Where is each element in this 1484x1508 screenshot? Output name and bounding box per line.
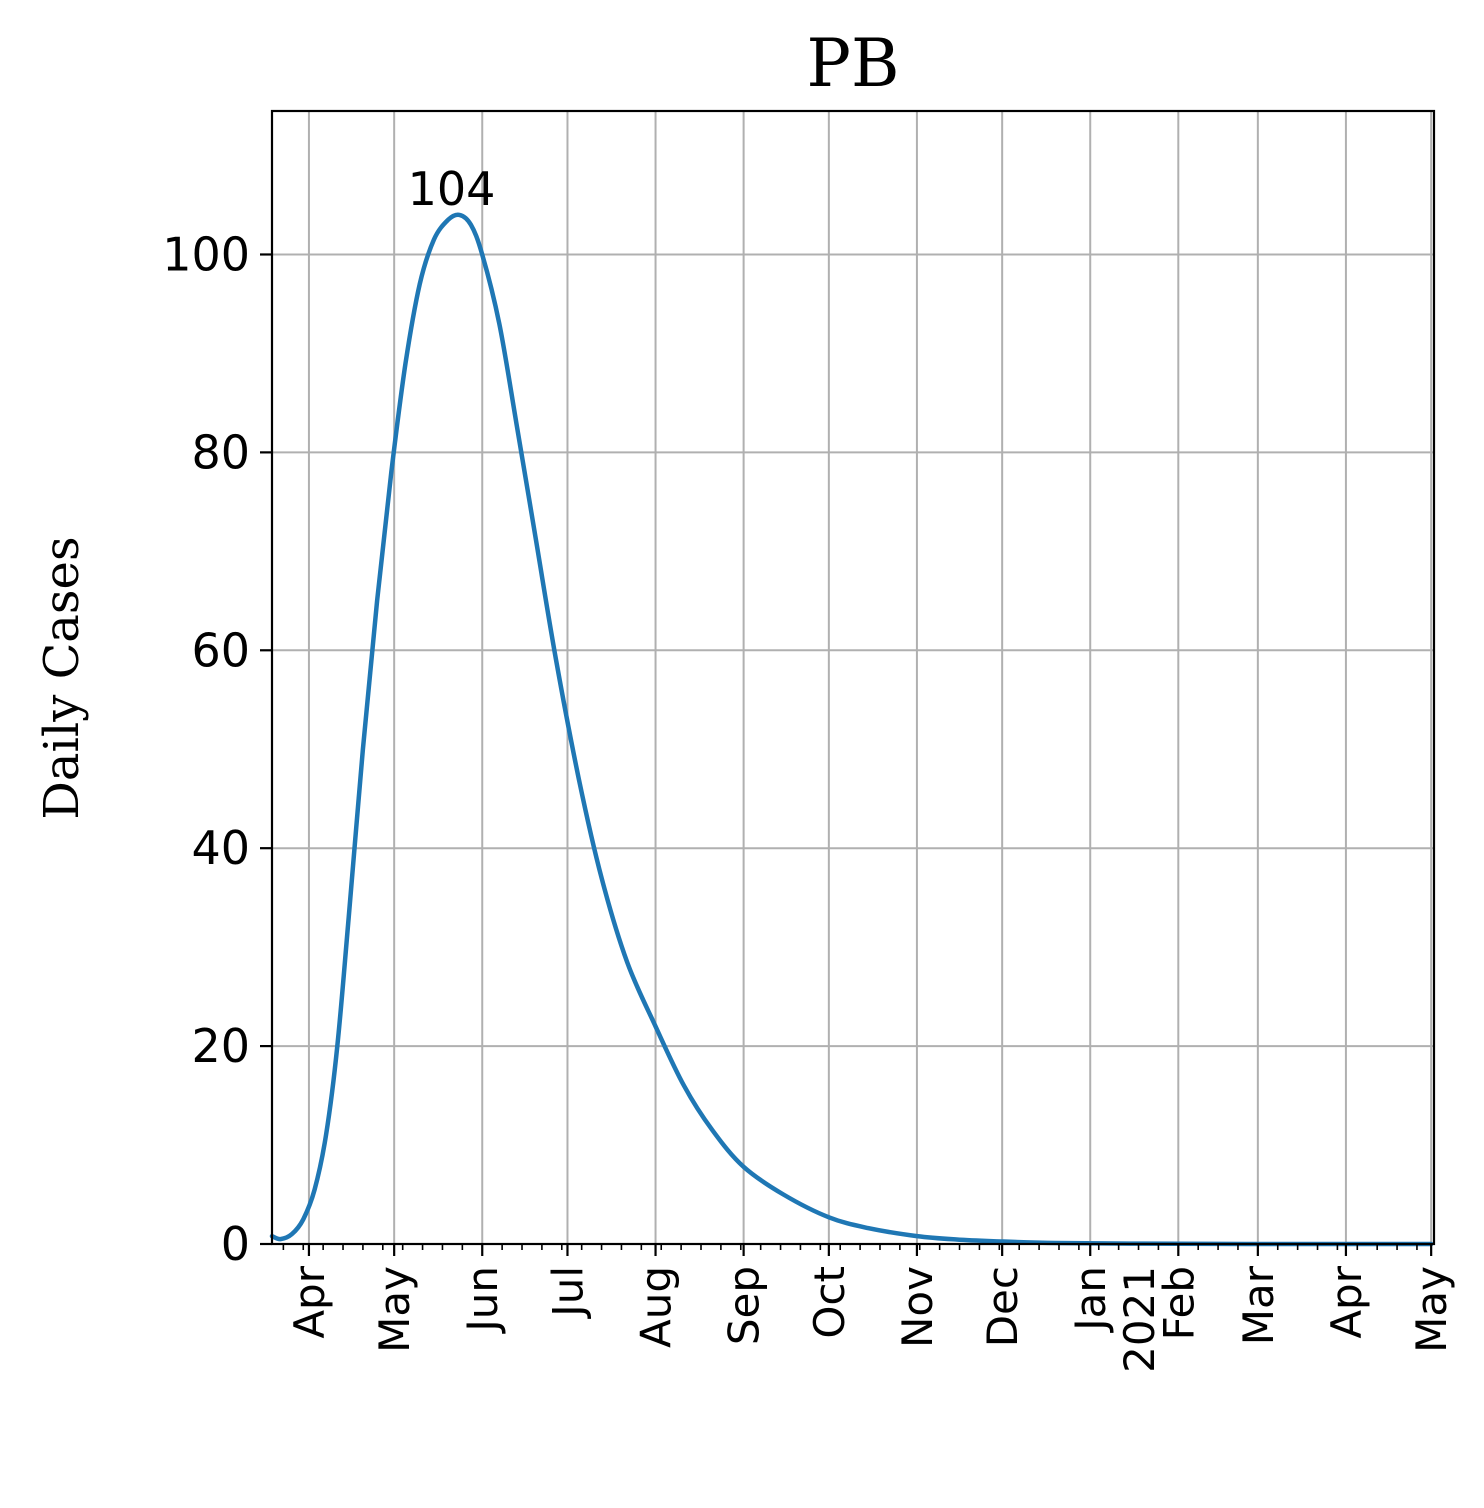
x-tick-label: Mar — [1234, 1265, 1283, 1345]
x-tick-label: Jan2021 — [1066, 1266, 1164, 1373]
y-tick-label: 80 — [191, 425, 250, 479]
y-tick-label: 40 — [191, 821, 250, 875]
x-tick-label: Oct — [805, 1266, 854, 1339]
y-tick-label: 60 — [191, 623, 250, 677]
x-tick-label: Apr — [285, 1265, 334, 1338]
x-tick-label: Apr — [1322, 1265, 1371, 1338]
chart-title: PB — [807, 25, 900, 102]
axis-ticks: 0 20 40 60 80 100 Apr May Jun Jul Aug Sep Oct Nov Dec J… — [162, 227, 1456, 1372]
x-tick-label: Sep — [720, 1266, 769, 1345]
y-tick-label: 100 — [162, 227, 250, 281]
y-tick-label: 0 — [221, 1217, 250, 1271]
x-tick-label: May — [1407, 1266, 1456, 1353]
plot-frame — [270, 109, 1436, 1246]
x-tick-label: Dec — [978, 1266, 1027, 1347]
x-tick-label: Aug — [632, 1266, 681, 1348]
x-tick-label: May — [370, 1266, 419, 1353]
y-tick-label: 20 — [191, 1019, 250, 1073]
series-line — [269, 212, 1434, 1247]
grid — [272, 111, 1434, 1245]
x-tick-label: Nov — [893, 1266, 942, 1348]
y-axis-label: Daily Cases — [34, 536, 90, 819]
peak-annotation: 104 — [408, 162, 496, 216]
x-tick-label: Feb — [1154, 1266, 1203, 1340]
x-tick-label: Jul — [543, 1266, 592, 1320]
x-tick-label: Jun — [458, 1266, 507, 1335]
